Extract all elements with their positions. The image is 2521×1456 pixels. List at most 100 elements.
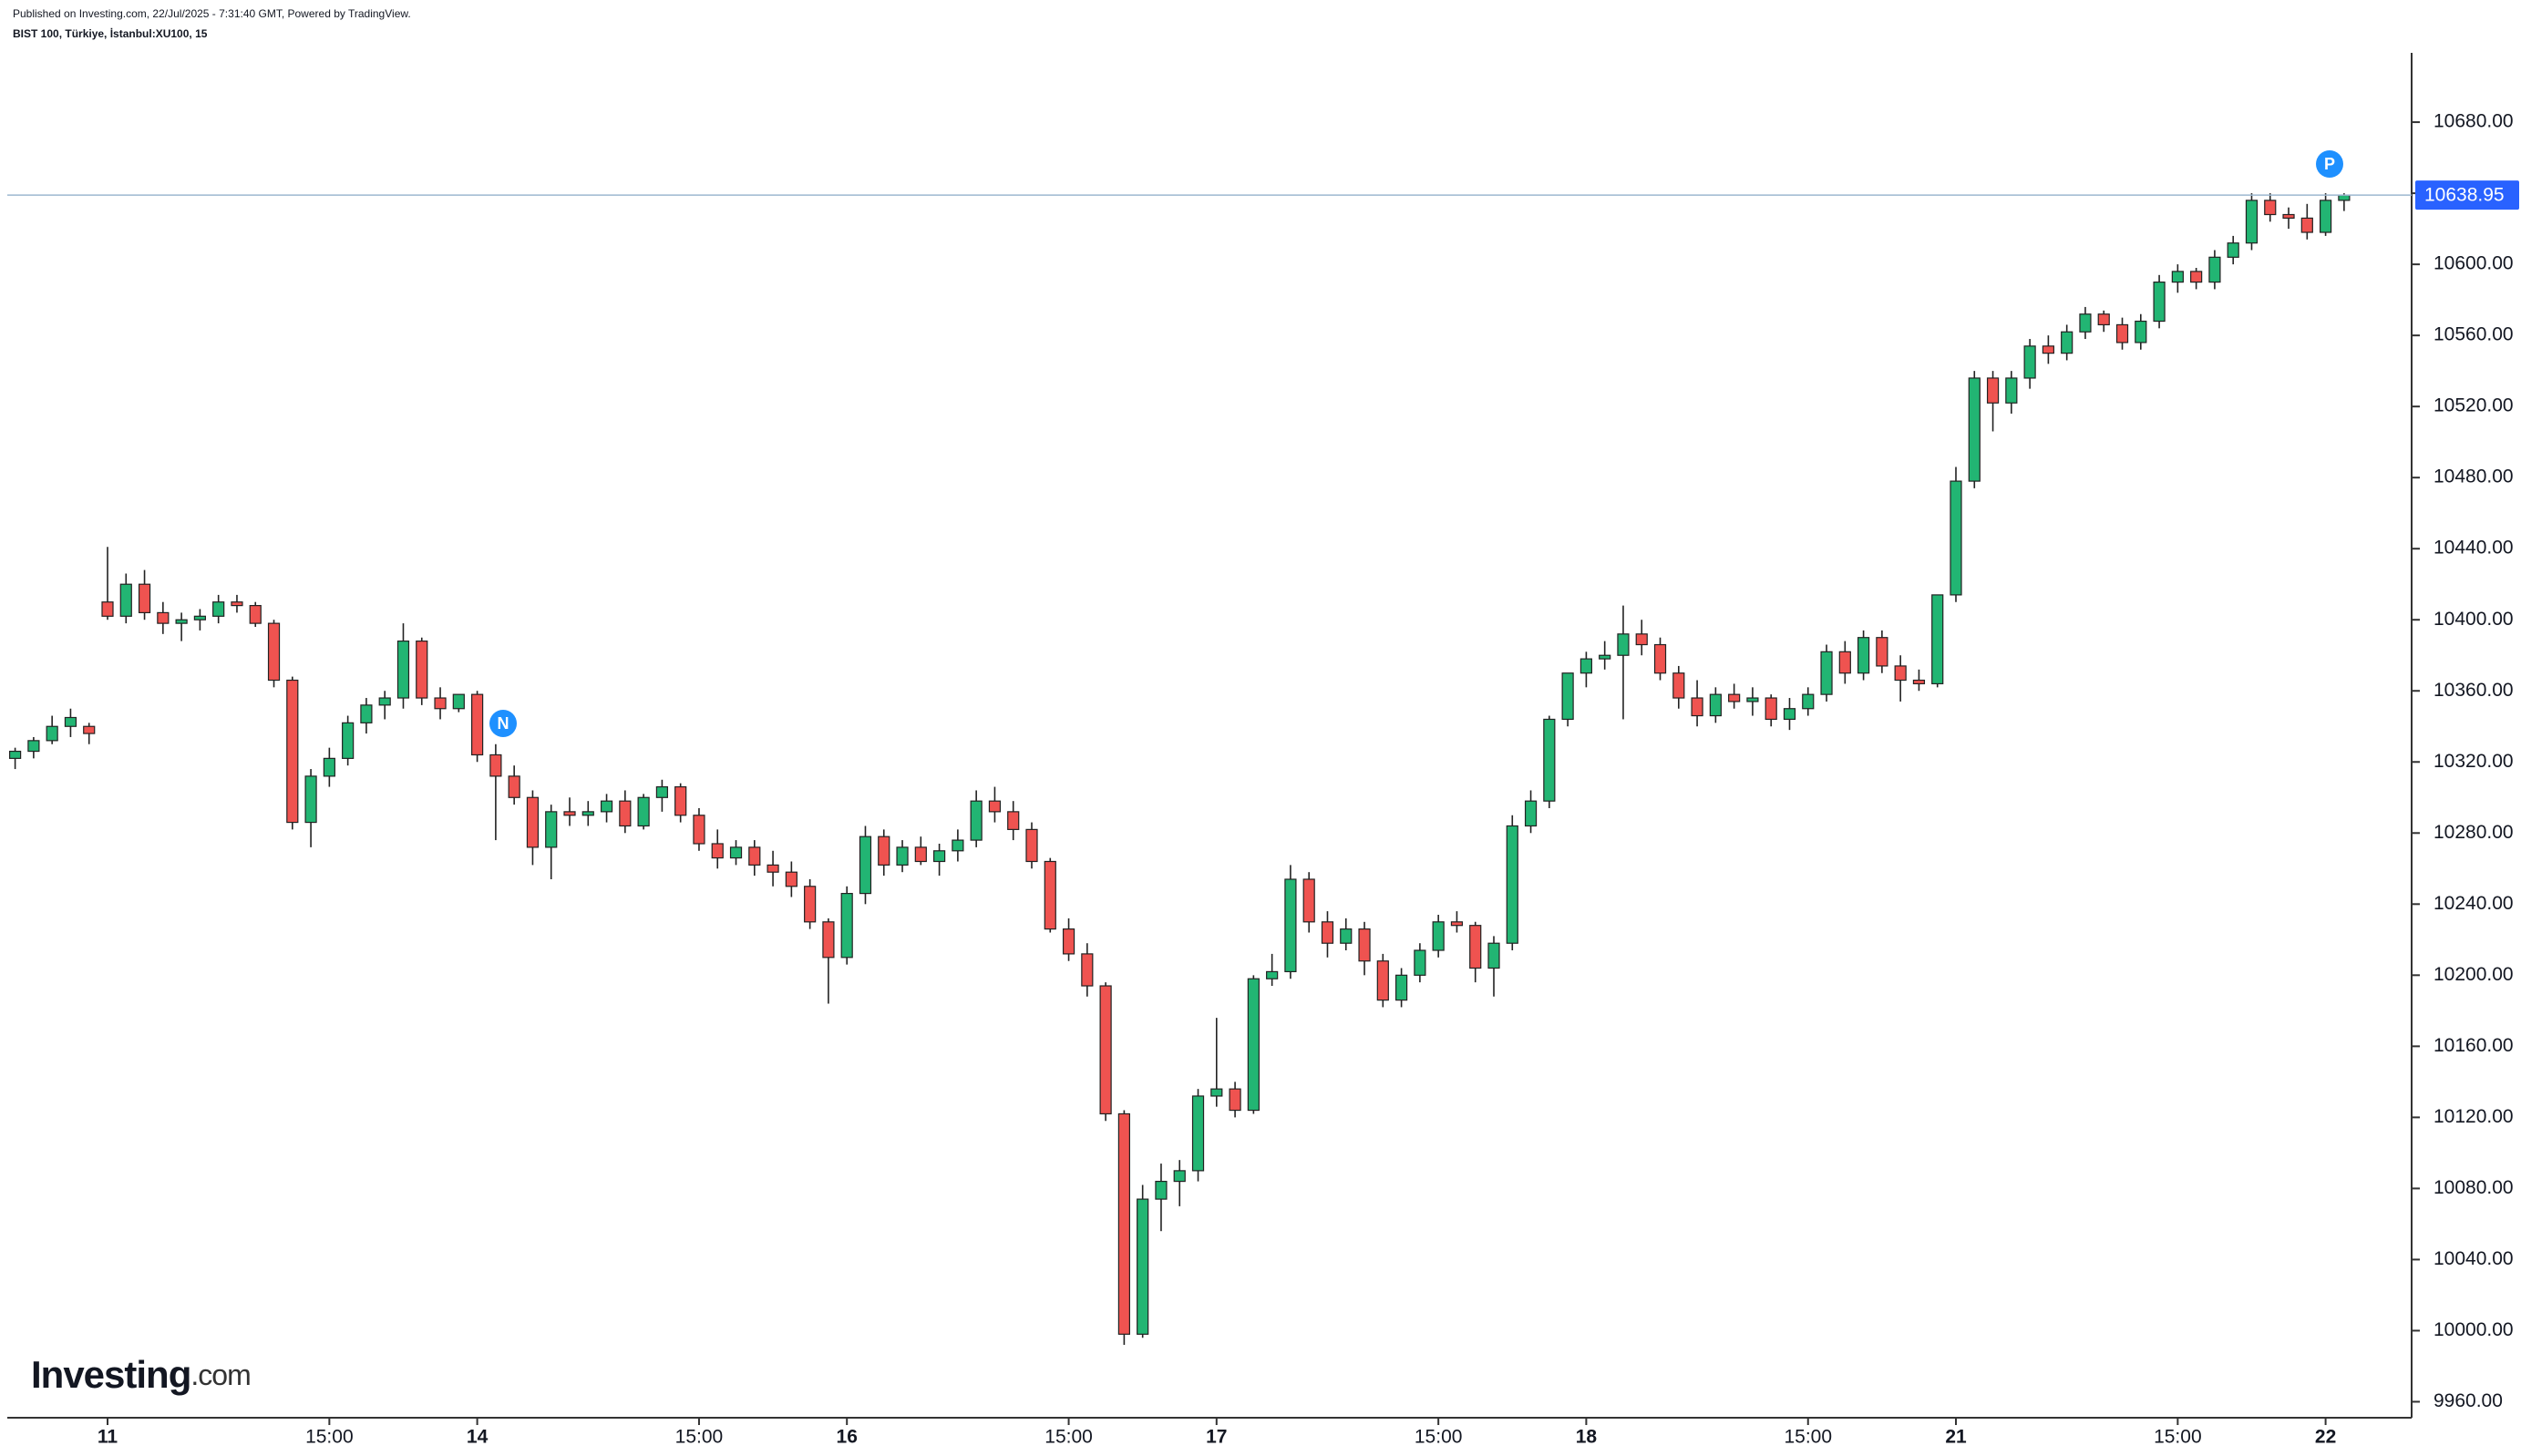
candle-body xyxy=(323,757,335,777)
candle-body xyxy=(748,846,761,866)
candle-body xyxy=(2023,345,2036,379)
candle-body xyxy=(101,601,114,617)
y-tick-label: 10040.00 xyxy=(2434,1248,2514,1269)
x-tick-label: 15:00 xyxy=(1784,1427,1832,1448)
candle-body xyxy=(2135,320,2147,343)
published-note: Published on Investing.com, 22/Jul/2025 … xyxy=(13,7,411,20)
candle-body xyxy=(193,615,206,620)
candle-body xyxy=(2153,282,2166,323)
candle-body xyxy=(1376,960,1389,1001)
candle-body xyxy=(378,697,391,706)
x-tick-label: 14 xyxy=(467,1427,489,1448)
candle-body xyxy=(1321,921,1334,944)
candle-body xyxy=(878,836,890,866)
candle-body xyxy=(360,704,373,723)
candle-body xyxy=(1728,693,1741,702)
candle-body xyxy=(119,583,132,617)
candle-body xyxy=(1191,1095,1205,1172)
candle-body xyxy=(175,619,188,624)
candle-body xyxy=(1802,693,1815,710)
candle-body xyxy=(1912,679,1926,685)
candle-body xyxy=(1284,878,1297,973)
candle-body xyxy=(138,583,151,614)
last-price-badge xyxy=(2415,180,2519,210)
candle-body xyxy=(1229,1088,1241,1112)
candle-body xyxy=(1968,377,1981,482)
y-tick-label: 10200.00 xyxy=(2434,964,2514,985)
candle-body xyxy=(1210,1088,1223,1097)
candle-body xyxy=(1340,928,1353,944)
y-tick-label: 10320.00 xyxy=(2434,751,2514,772)
candle-body xyxy=(822,921,835,959)
y-tick-label: 10520.00 xyxy=(2434,395,2514,416)
candle-body xyxy=(1414,949,1426,976)
candle-body xyxy=(1247,978,1260,1112)
candle-body xyxy=(416,641,428,699)
logo: Investing.com xyxy=(31,1353,251,1396)
candle-body xyxy=(526,796,540,848)
candle-body xyxy=(840,892,853,959)
x-tick-label: 18 xyxy=(1576,1427,1598,1448)
candle-body xyxy=(932,850,946,863)
last-price-label: 10638.95 xyxy=(2424,185,2505,206)
candle-body xyxy=(2208,256,2221,283)
candle-body xyxy=(2227,242,2239,258)
candle-body xyxy=(2005,377,2018,404)
logo-brand: Investing xyxy=(31,1353,190,1396)
candle-body xyxy=(1062,928,1075,955)
candle-body xyxy=(2115,323,2129,343)
candle-body xyxy=(859,836,872,895)
candle-body xyxy=(2042,345,2054,354)
candle-body xyxy=(1820,651,1833,695)
y-tick-label: 10000.00 xyxy=(2434,1319,2514,1340)
candle-body xyxy=(914,846,927,863)
candle-body xyxy=(1155,1180,1168,1200)
event-marker xyxy=(2316,150,2343,178)
event-marker-label: N xyxy=(498,714,509,733)
candle-body xyxy=(637,796,650,827)
y-tick-label: 10560.00 xyxy=(2434,324,2514,345)
candle-body xyxy=(1857,637,1870,674)
y-tick-label: 10120.00 xyxy=(2434,1106,2514,1127)
y-tick-label: 10480.00 xyxy=(2434,467,2514,487)
candle-body xyxy=(267,622,281,682)
candle-body xyxy=(1007,811,1020,830)
candle-body xyxy=(27,740,40,753)
candle-body xyxy=(46,725,58,742)
x-tick-label: 17 xyxy=(1206,1427,1227,1448)
candle-body xyxy=(952,839,964,852)
candle-body xyxy=(2300,217,2313,233)
x-tick-label: 21 xyxy=(1945,1427,1967,1448)
x-tick-label: 15:00 xyxy=(1044,1427,1093,1448)
candle-body xyxy=(1117,1113,1131,1335)
candle-body xyxy=(1838,651,1851,674)
candle-body xyxy=(1450,921,1464,927)
candle-body xyxy=(1543,718,1556,802)
x-tick-label: 15:00 xyxy=(305,1427,354,1448)
candle-body xyxy=(1617,633,1630,656)
candle-body xyxy=(249,605,262,624)
candle-body xyxy=(1765,697,1777,721)
candle-body xyxy=(711,843,724,859)
candle-body xyxy=(1653,643,1667,674)
candle-body xyxy=(1931,594,1944,685)
candle-body xyxy=(804,886,817,923)
candle-body xyxy=(64,716,77,727)
candle-body xyxy=(988,800,1002,813)
candle-body xyxy=(1986,377,2000,404)
event-marker xyxy=(489,710,517,737)
candle-body xyxy=(83,725,96,734)
candle-body xyxy=(619,800,632,827)
candle-body xyxy=(1137,1198,1149,1335)
y-tick-label: 9960.00 xyxy=(2434,1390,2503,1411)
candle-body xyxy=(2338,194,2351,201)
y-tick-label: 10440.00 xyxy=(2434,538,2514,559)
candle-body xyxy=(2079,313,2092,333)
candle-body xyxy=(1709,693,1722,717)
candle-body xyxy=(1894,665,1907,682)
candle-body xyxy=(8,750,22,759)
candle-body xyxy=(2190,271,2203,283)
candle-body xyxy=(729,846,743,859)
